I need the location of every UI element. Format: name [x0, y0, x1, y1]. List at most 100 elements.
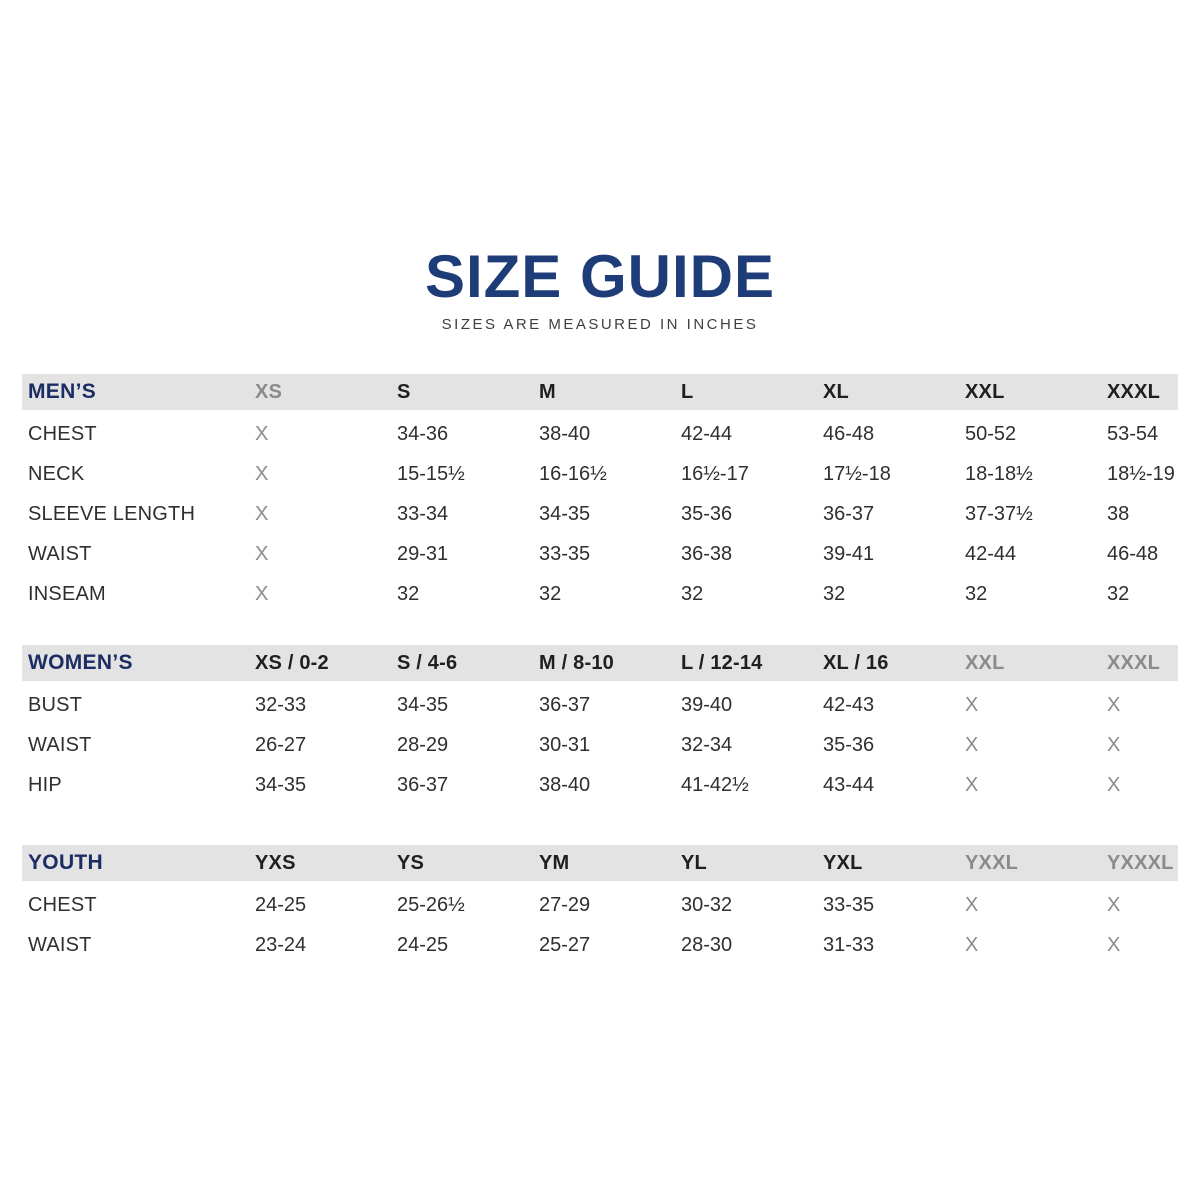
row-label: SLEEVE LENGTH [28, 502, 196, 525]
column-header: L / 12-14 [681, 651, 763, 674]
table-row: BUST 32-33 34-35 36-37 39-40 42-43 X X [22, 685, 1178, 725]
table-cell: X [1107, 933, 1121, 956]
section-title: WOMEN’S [28, 651, 133, 674]
column-header: YXS [255, 851, 296, 874]
table-cell: 30-32 [681, 893, 733, 916]
table-cell: 39-40 [681, 693, 733, 716]
table-cell: 38-40 [539, 422, 591, 445]
table-cell: 34-35 [539, 502, 591, 525]
table-cell: 35-36 [681, 502, 733, 525]
table-cell: 32 [681, 582, 704, 605]
table-cell: 25-26½ [397, 893, 465, 916]
table-cell: 30-31 [539, 733, 591, 756]
section-mens: MEN’S XS S M L XL XXL XXXL CHEST X 34-36 38-40 42-44… [22, 374, 1178, 614]
table-cell: X [965, 693, 979, 716]
table-cell: 34-36 [397, 422, 449, 445]
table-cell: 23-24 [255, 933, 307, 956]
table-cell: X [965, 773, 979, 796]
section-rows: CHEST X 34-36 38-40 42-44 46-48 50-52 53-54 NECK… [22, 410, 1178, 614]
column-header: XXL [965, 380, 1005, 403]
column-header: M [539, 380, 556, 403]
table-row: SLEEVE LENGTH X 33-34 34-35 35-36 36-37 37-37½… [22, 494, 1178, 534]
section-rows: CHEST 24-25 25-26½ 27-29 30-32 33-35 X X WAIST 23… [22, 881, 1178, 965]
table-cell: 33-35 [823, 893, 875, 916]
table-row: INSEAM X 32 32 32 32 32 32 [22, 574, 1178, 614]
table-cell: 33-35 [539, 542, 591, 565]
table-cell: 16-16½ [539, 462, 607, 485]
table-cell: 42-44 [965, 542, 1017, 565]
row-label: WAIST [28, 733, 92, 756]
row-label: BUST [28, 693, 83, 716]
row-label: HIP [28, 773, 62, 796]
column-header: XXXL [1107, 380, 1161, 403]
row-label: WAIST [28, 933, 92, 956]
column-header: XL / 16 [823, 651, 889, 674]
table-cell: 28-30 [681, 933, 733, 956]
row-label: CHEST [28, 893, 97, 916]
table-row: NECK X 15-15½ 16-16½ 16½-17 17½-18 18-18½ 18½-1… [22, 454, 1178, 494]
table-cell: 29-31 [397, 542, 449, 565]
table-cell: 31-33 [823, 933, 875, 956]
column-header: YXXL [965, 851, 1019, 874]
column-header: XS [255, 380, 283, 403]
column-header: XXL [965, 651, 1005, 674]
table-cell: 34-35 [397, 693, 449, 716]
table-cell: X [1107, 893, 1121, 916]
table-cell: 27-29 [539, 893, 591, 916]
table-cell: 24-25 [397, 933, 449, 956]
table-cell: X [255, 502, 269, 525]
table-cell: 17½-18 [823, 462, 891, 485]
column-header: XS / 0-2 [255, 651, 329, 674]
table-cell: 25-27 [539, 933, 591, 956]
table-cell: 35-36 [823, 733, 875, 756]
row-label: NECK [28, 462, 85, 485]
table-cell: 32-34 [681, 733, 733, 756]
table-cell: X [255, 582, 269, 605]
column-header: YS [397, 851, 425, 874]
column-header: YXXXL [1107, 851, 1174, 874]
table-row: WAIST X 29-31 33-35 36-38 39-41 42-44 46-48 [22, 534, 1178, 574]
table-row: CHEST 24-25 25-26½ 27-29 30-32 33-35 X X [22, 885, 1178, 925]
table-cell: 42-43 [823, 693, 875, 716]
table-cell: 38 [1107, 502, 1130, 525]
table-cell: 37-37½ [965, 502, 1033, 525]
table-cell: 15-15½ [397, 462, 465, 485]
row-label: INSEAM [28, 582, 106, 605]
page-title: SIZE GUIDE [424, 243, 776, 310]
page-header: SIZE GUIDE SIZES ARE MEASURED IN INCHES [0, 0, 1200, 334]
table-cell: 36-37 [539, 693, 591, 716]
section-womens: WOMEN’S XS / 0-2 S / 4-6 M / 8-10 L / 12-14 X… [22, 645, 1178, 805]
table-cell: 38-40 [539, 773, 591, 796]
table-cell: 46-48 [823, 422, 875, 445]
size-tables: MEN’S XS S M L XL XXL XXXL CHEST X 34-36 38-40 42-44… [22, 374, 1178, 965]
table-cell: 32 [539, 582, 562, 605]
table-cell: 50-52 [965, 422, 1017, 445]
section-header-row: MEN’S XS S M L XL XXL XXXL [22, 374, 1178, 410]
section-rows: BUST 32-33 34-35 36-37 39-40 42-43 X X WAIST 26-2… [22, 681, 1178, 805]
table-cell: 16½-17 [681, 462, 749, 485]
table-cell: 32 [1107, 582, 1130, 605]
table-cell: 36-38 [681, 542, 733, 565]
table-cell: 43-44 [823, 773, 875, 796]
table-cell: X [965, 893, 979, 916]
table-cell: X [255, 542, 269, 565]
table-row: WAIST 23-24 24-25 25-27 28-30 31-33 X X [22, 925, 1178, 965]
table-cell: 39-41 [823, 542, 875, 565]
column-header: YXL [823, 851, 863, 874]
column-header: S / 4-6 [397, 651, 458, 674]
table-cell: 33-34 [397, 502, 449, 525]
table-cell: X [1107, 773, 1121, 796]
column-header: YM [539, 851, 570, 874]
table-cell: 26-27 [255, 733, 307, 756]
column-header: M / 8-10 [539, 651, 614, 674]
table-cell: 42-44 [681, 422, 733, 445]
table-cell: 36-37 [823, 502, 875, 525]
table-row: HIP 34-35 36-37 38-40 41-42½ 43-44 X X [22, 765, 1178, 805]
table-cell: 36-37 [397, 773, 449, 796]
table-cell: X [255, 422, 269, 445]
column-header: XXXL [1107, 651, 1161, 674]
table-cell: 24-25 [255, 893, 307, 916]
table-cell: 32 [823, 582, 846, 605]
table-cell: 18-18½ [965, 462, 1033, 485]
